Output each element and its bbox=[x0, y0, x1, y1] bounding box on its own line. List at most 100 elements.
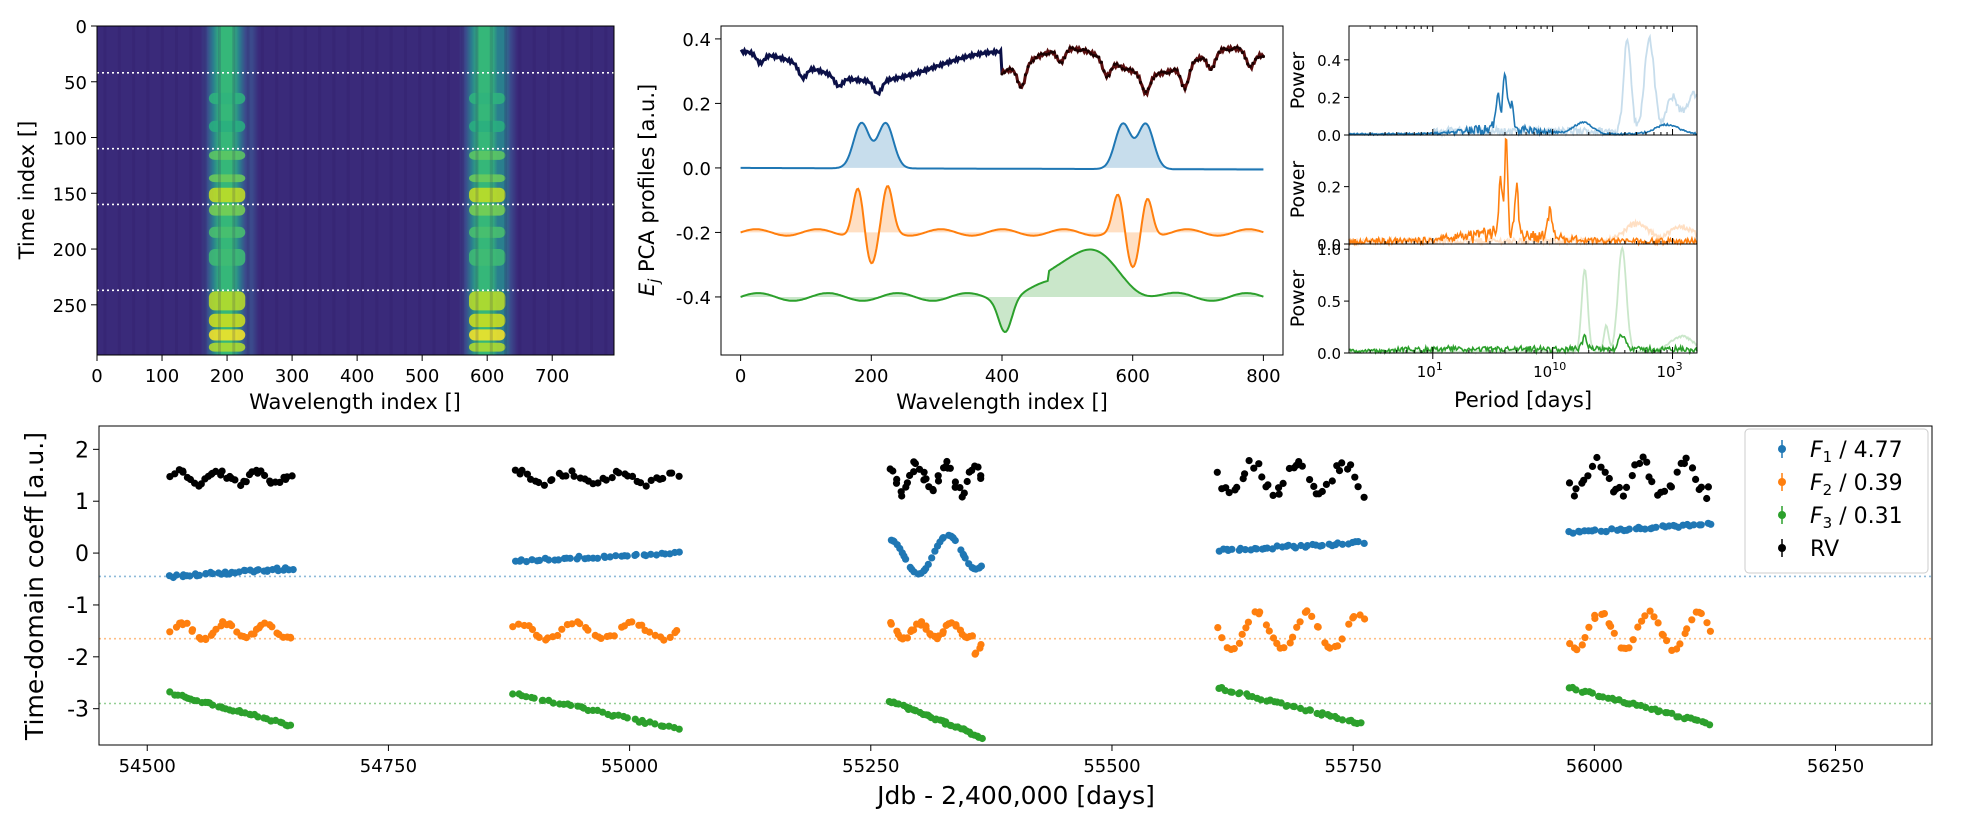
timeseries-point-1 bbox=[951, 536, 959, 545]
mean-spectrum-point bbox=[1243, 56, 1247, 60]
tick-base: 10 bbox=[1417, 363, 1436, 381]
timeseries-point-2 bbox=[1230, 645, 1238, 653]
heatmap-bright-row bbox=[208, 174, 246, 183]
heatmap-y-label: Time index [] bbox=[15, 121, 39, 261]
timeseries-point-4 bbox=[910, 468, 918, 476]
timeseries-point-4 bbox=[276, 478, 284, 486]
heatmap-stripe bbox=[117, 26, 121, 355]
heatmap-bright-row bbox=[208, 291, 246, 311]
timeseries-point-2 bbox=[1646, 607, 1654, 615]
mean-spectrum-point bbox=[1110, 67, 1114, 71]
heatmap-panel: 0 100 200 300 400 500 600 700 0 50 100 150 200 250 W… bbox=[15, 17, 615, 414]
mean-spectrum-point bbox=[1233, 46, 1237, 50]
E2-fill bbox=[740, 186, 1264, 267]
timeseries-point-4 bbox=[934, 477, 943, 485]
timeseries-point-3 bbox=[209, 701, 217, 709]
periodogram-1-y-label: Power bbox=[1287, 52, 1309, 110]
heatmap-stripe bbox=[203, 26, 207, 355]
mean-spectrum-point bbox=[1201, 56, 1205, 60]
heatmap-stripe bbox=[232, 26, 236, 355]
mean-spectrum-point bbox=[1081, 47, 1085, 52]
mean-spectrum-point bbox=[1209, 67, 1213, 72]
heatmap-stripe bbox=[475, 26, 479, 355]
timeseries-point-4 bbox=[1338, 459, 1346, 467]
mean-spectrum-point bbox=[1131, 68, 1135, 72]
mean-spectrum-point bbox=[1120, 67, 1124, 71]
timeseries-point-1 bbox=[902, 555, 910, 563]
timeseries-point-3 bbox=[509, 690, 517, 698]
timeseries-point-1 bbox=[1697, 521, 1705, 529]
heatmap-stripe bbox=[461, 26, 465, 355]
mean-spectrum-line-blue bbox=[739, 45, 1004, 97]
legend-label-main: RV bbox=[1810, 537, 1839, 562]
mean-spectrum-point bbox=[1063, 56, 1067, 60]
periodogram-2-y-label: Power bbox=[1287, 161, 1309, 219]
timeseries-point-2 bbox=[1638, 617, 1646, 625]
mean-spectrum-point bbox=[1107, 73, 1111, 78]
timeseries-x-tick-label: 55750 bbox=[1325, 756, 1382, 777]
periodogram-y-tick-label: 0.2 bbox=[1317, 179, 1341, 197]
timeseries-point-4 bbox=[1322, 480, 1330, 488]
periodogram-3-line bbox=[1348, 333, 1698, 356]
timeseries-point-1 bbox=[1652, 523, 1660, 531]
heatmap-stripe bbox=[589, 26, 593, 355]
timeseries-point-2 bbox=[1641, 612, 1649, 620]
legend-label-2: F2 / 0.39 bbox=[1810, 471, 1903, 499]
timeseries-point-4 bbox=[1275, 484, 1283, 492]
timeseries-point-4 bbox=[212, 467, 220, 475]
timeseries-point-4 bbox=[1275, 490, 1283, 498]
timeseries-point-4 bbox=[535, 478, 543, 487]
timeseries-point-2 bbox=[535, 633, 543, 642]
legend-label-sub: 2 bbox=[1823, 481, 1833, 499]
tick-base: 10 bbox=[1533, 363, 1552, 381]
timeseries-y-tick-label: -3 bbox=[67, 698, 89, 723]
timeseries-point-1 bbox=[647, 550, 655, 558]
periodogram-x-tick-label: 103 bbox=[1656, 360, 1682, 381]
timeseries-point-1 bbox=[1569, 529, 1577, 537]
timeseries-point-2 bbox=[558, 625, 566, 633]
mean-spectrum-point bbox=[1057, 60, 1062, 64]
heatmap-stripe bbox=[289, 26, 293, 355]
timeseries-point-1 bbox=[566, 554, 574, 562]
mean-spectrum-point bbox=[1115, 62, 1119, 66]
timeseries-x-tick-label: 55250 bbox=[842, 756, 899, 777]
mean-spectrum-point bbox=[1253, 57, 1258, 61]
timeseries-point-1 bbox=[1228, 545, 1236, 553]
mean-spectrum-point bbox=[1070, 46, 1075, 50]
timeseries-point-4 bbox=[1619, 492, 1627, 500]
mean-spectrum-point bbox=[1246, 62, 1250, 66]
heatmap-stripe bbox=[103, 26, 107, 355]
timeseries-point-2 bbox=[1703, 619, 1711, 627]
mean-spectrum-point bbox=[1238, 47, 1242, 51]
timeseries-point-2 bbox=[1688, 616, 1696, 624]
heatmap-x-tick-label: 400 bbox=[340, 366, 374, 387]
timeseries-point-4 bbox=[946, 464, 954, 472]
timeseries-x-ticks: 54500 54750 55000 55250 55500 55750 56000 56250 bbox=[119, 745, 1864, 777]
timeseries-point-3 bbox=[1668, 709, 1676, 717]
mean-spectrum-point bbox=[1021, 82, 1025, 86]
timeseries-y-tick-label: -1 bbox=[67, 594, 89, 619]
periodogram-y-tick-label: 0.5 bbox=[1317, 293, 1341, 311]
timeseries-point-2 bbox=[166, 628, 174, 636]
heatmap-stripe bbox=[375, 26, 379, 355]
mean-spectrum-point bbox=[1016, 80, 1020, 84]
timeseries-point-1 bbox=[1253, 545, 1261, 553]
profiles-y-tick-label: 0.0 bbox=[682, 159, 711, 180]
timeseries-point-3 bbox=[1306, 706, 1314, 714]
heatmap-bright-row bbox=[208, 150, 246, 160]
timeseries-point-2 bbox=[610, 632, 618, 640]
timeseries-point-2 bbox=[1303, 607, 1311, 615]
mean-spectrum-point bbox=[1118, 64, 1122, 68]
heatmap-bright-row bbox=[468, 204, 506, 216]
periodogram-panel: 0.40.20.0Power0.20.0Power1.00.50.0Power … bbox=[1287, 25, 1698, 412]
timeseries-point-2 bbox=[1326, 644, 1334, 652]
timeseries-point-4 bbox=[636, 479, 645, 487]
heatmap-bright-row bbox=[468, 342, 506, 352]
tick-exponent: 10 bbox=[1552, 360, 1566, 373]
timeseries-point-4 bbox=[1245, 457, 1253, 465]
timeseries-point-2 bbox=[1296, 618, 1304, 626]
timeseries-point-4 bbox=[951, 478, 960, 486]
mean-spectrum-point bbox=[1102, 69, 1106, 73]
